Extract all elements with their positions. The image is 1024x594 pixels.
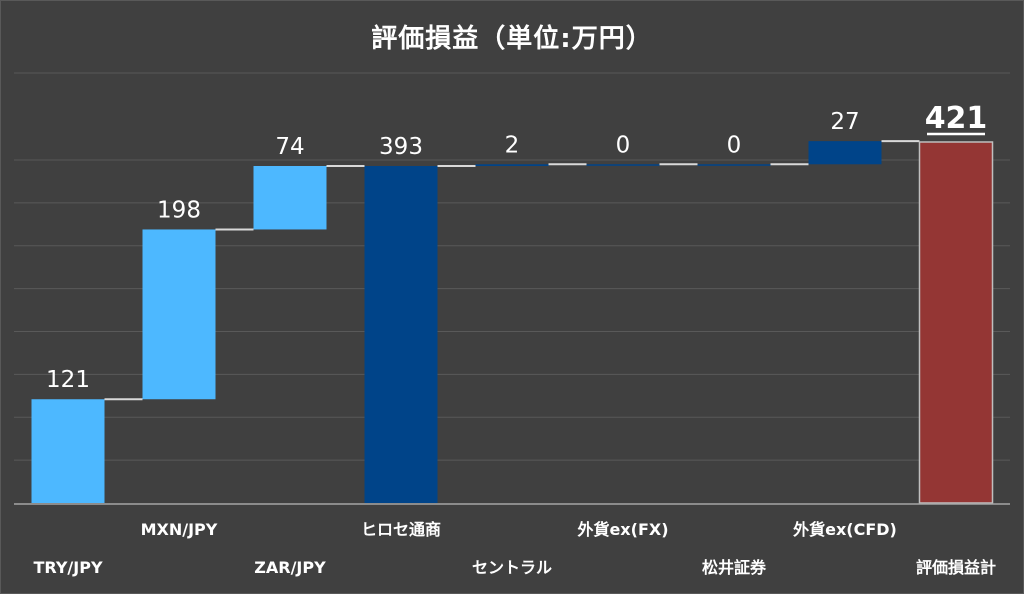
bar-4	[364, 166, 438, 503]
value-label: 393	[379, 134, 423, 160]
bar-8	[808, 141, 882, 165]
category-label: セントラル	[472, 558, 552, 577]
category-label: 松井証券	[702, 558, 767, 577]
value-label: 27	[830, 109, 859, 135]
value-label: 198	[157, 197, 201, 223]
chart-title: 評価損益（単位:万円）	[371, 24, 653, 54]
category-label: TRY/JPY	[33, 558, 102, 577]
bar-9	[918, 141, 994, 504]
category-label: 評価損益計	[916, 558, 996, 577]
category-label: ZAR/JPY	[254, 558, 326, 577]
bar-5	[475, 164, 549, 167]
bar-7	[697, 164, 771, 166]
category-label: 外貨ex(CFD)	[792, 520, 897, 539]
category-label: 外貨ex(FX)	[576, 520, 668, 539]
value-label: 0	[727, 132, 742, 158]
category-label: ヒロセ通商	[361, 520, 441, 539]
value-label: 2	[505, 132, 520, 158]
bars	[31, 141, 994, 504]
bar-3	[253, 166, 327, 230]
value-label: 421	[925, 101, 988, 136]
bar-6	[586, 164, 660, 166]
value-labels: 121 198 74 393 2 0 0 27 421	[46, 101, 987, 393]
value-label: 74	[275, 134, 304, 160]
bar-2	[142, 229, 216, 400]
value-label: 121	[46, 367, 90, 393]
category-label: MXN/JPY	[141, 520, 218, 539]
connector-lines	[104, 140, 920, 401]
value-label: 0	[616, 132, 631, 158]
bar-1	[31, 399, 105, 503]
